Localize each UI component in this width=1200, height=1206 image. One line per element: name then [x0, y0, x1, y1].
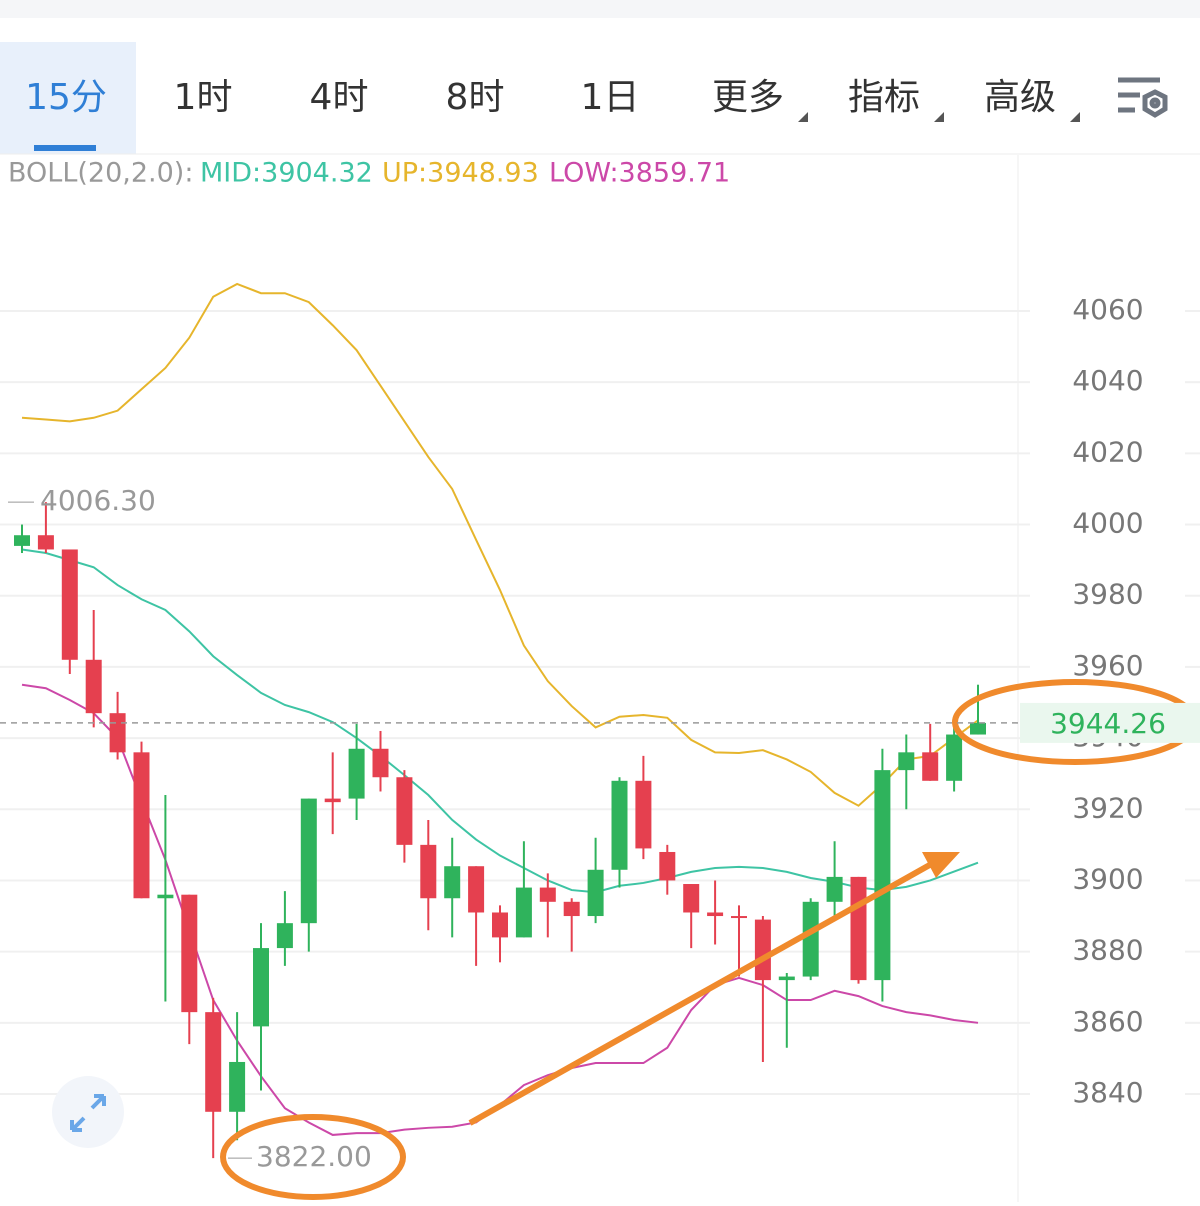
candle-body — [300, 798, 317, 924]
y-tick-label: 4020 — [1072, 435, 1143, 468]
tab[interactable]: 更多 — [712, 77, 784, 118]
legend-item: MID:3904.32 — [200, 158, 373, 189]
tab[interactable]: 8时 — [446, 77, 505, 118]
tab-bar: 15分 1时 4时 8时 1日 更多 指标 高级 — [25, 77, 1080, 122]
indicator-legend: BOLL(20,2.0): MID:3904.32 UP:3948.93 LOW:38… — [8, 158, 730, 189]
candle-body — [850, 876, 867, 981]
y-tick-label: 3920 — [1072, 791, 1143, 824]
candle-body — [683, 884, 700, 913]
dropdown-caret — [934, 112, 944, 122]
candle-body — [492, 912, 508, 938]
candle-body — [707, 912, 724, 917]
candle-body — [659, 851, 676, 881]
min-label: 3822.00 — [256, 1140, 372, 1173]
candle-body — [229, 1061, 246, 1112]
candle-body — [970, 722, 986, 735]
y-tick-label: 4000 — [1072, 507, 1143, 540]
candle-body — [396, 777, 413, 845]
candle-body — [539, 887, 556, 902]
candle-body — [515, 887, 532, 938]
candle-body — [468, 866, 485, 913]
y-tick-label: 4040 — [1072, 364, 1143, 397]
candle-body — [754, 919, 771, 981]
tab-indicator — [34, 145, 96, 151]
candle-body — [37, 535, 54, 550]
settings-icon[interactable] — [1118, 77, 1168, 118]
last-price-bg — [1020, 702, 1200, 743]
y-tick-label: 3840 — [1072, 1076, 1143, 1109]
legend-item: BOLL(20,2.0): — [8, 158, 193, 189]
legend-item: LOW:3859.71 — [549, 158, 730, 189]
dropdown-caret — [798, 112, 808, 122]
candle-body — [205, 1012, 222, 1112]
candle-body — [444, 866, 461, 899]
y-tick-label: 3960 — [1072, 649, 1143, 682]
candle-body — [181, 894, 198, 1013]
expand-button[interactable] — [52, 1076, 124, 1148]
candle-body — [946, 734, 963, 781]
candle-body — [420, 844, 437, 899]
candle-body — [157, 894, 174, 899]
annotation — [220, 679, 1198, 1200]
candle-body — [324, 798, 341, 803]
candle-body — [372, 748, 389, 778]
candle-body — [253, 948, 269, 1027]
candle-body — [778, 976, 795, 981]
candle-body — [276, 923, 293, 949]
candle-body — [563, 901, 580, 917]
tab[interactable]: 15分 — [25, 77, 107, 118]
y-tick-label: 3900 — [1072, 862, 1143, 895]
tab[interactable]: 1时 — [174, 77, 233, 118]
candle-body — [61, 549, 78, 660]
candle-body — [587, 869, 604, 917]
status-strip — [0, 0, 1200, 18]
y-tick-label: 3980 — [1072, 578, 1143, 611]
max-label: 4006.30 — [40, 484, 156, 517]
tab-selected-bg — [0, 42, 136, 154]
dropdown-caret — [1070, 112, 1080, 122]
candle-body — [109, 713, 126, 753]
candle-body — [635, 780, 652, 849]
legend-item: UP:3948.93 — [382, 158, 539, 189]
candle-body — [731, 916, 747, 919]
grid: 3840386038803900392039403960398040004020… — [0, 293, 1200, 1109]
tab[interactable]: 4时 — [310, 77, 369, 118]
tab[interactable]: 高级 — [984, 77, 1056, 118]
plot — [14, 282, 986, 1159]
candle-body — [874, 770, 891, 981]
tab[interactable]: 指标 — [848, 77, 920, 118]
candle-body — [611, 780, 628, 870]
last-price-label: 3944.26 — [1050, 707, 1166, 740]
candle-body — [348, 748, 365, 799]
boll-line — [21, 548, 979, 894]
candle-body — [802, 901, 819, 977]
candle-body — [14, 535, 30, 546]
candle-body — [826, 876, 843, 902]
y-tick-label: 3860 — [1072, 1005, 1143, 1038]
y-tick-label: 3880 — [1072, 934, 1143, 967]
candle-body — [85, 659, 102, 714]
candle-body — [922, 752, 939, 781]
y-tick-label: 4060 — [1072, 293, 1143, 326]
candle-body — [898, 752, 915, 771]
tab[interactable]: 1日 — [581, 77, 640, 118]
candle-body — [133, 752, 150, 899]
boll-line — [21, 282, 979, 807]
